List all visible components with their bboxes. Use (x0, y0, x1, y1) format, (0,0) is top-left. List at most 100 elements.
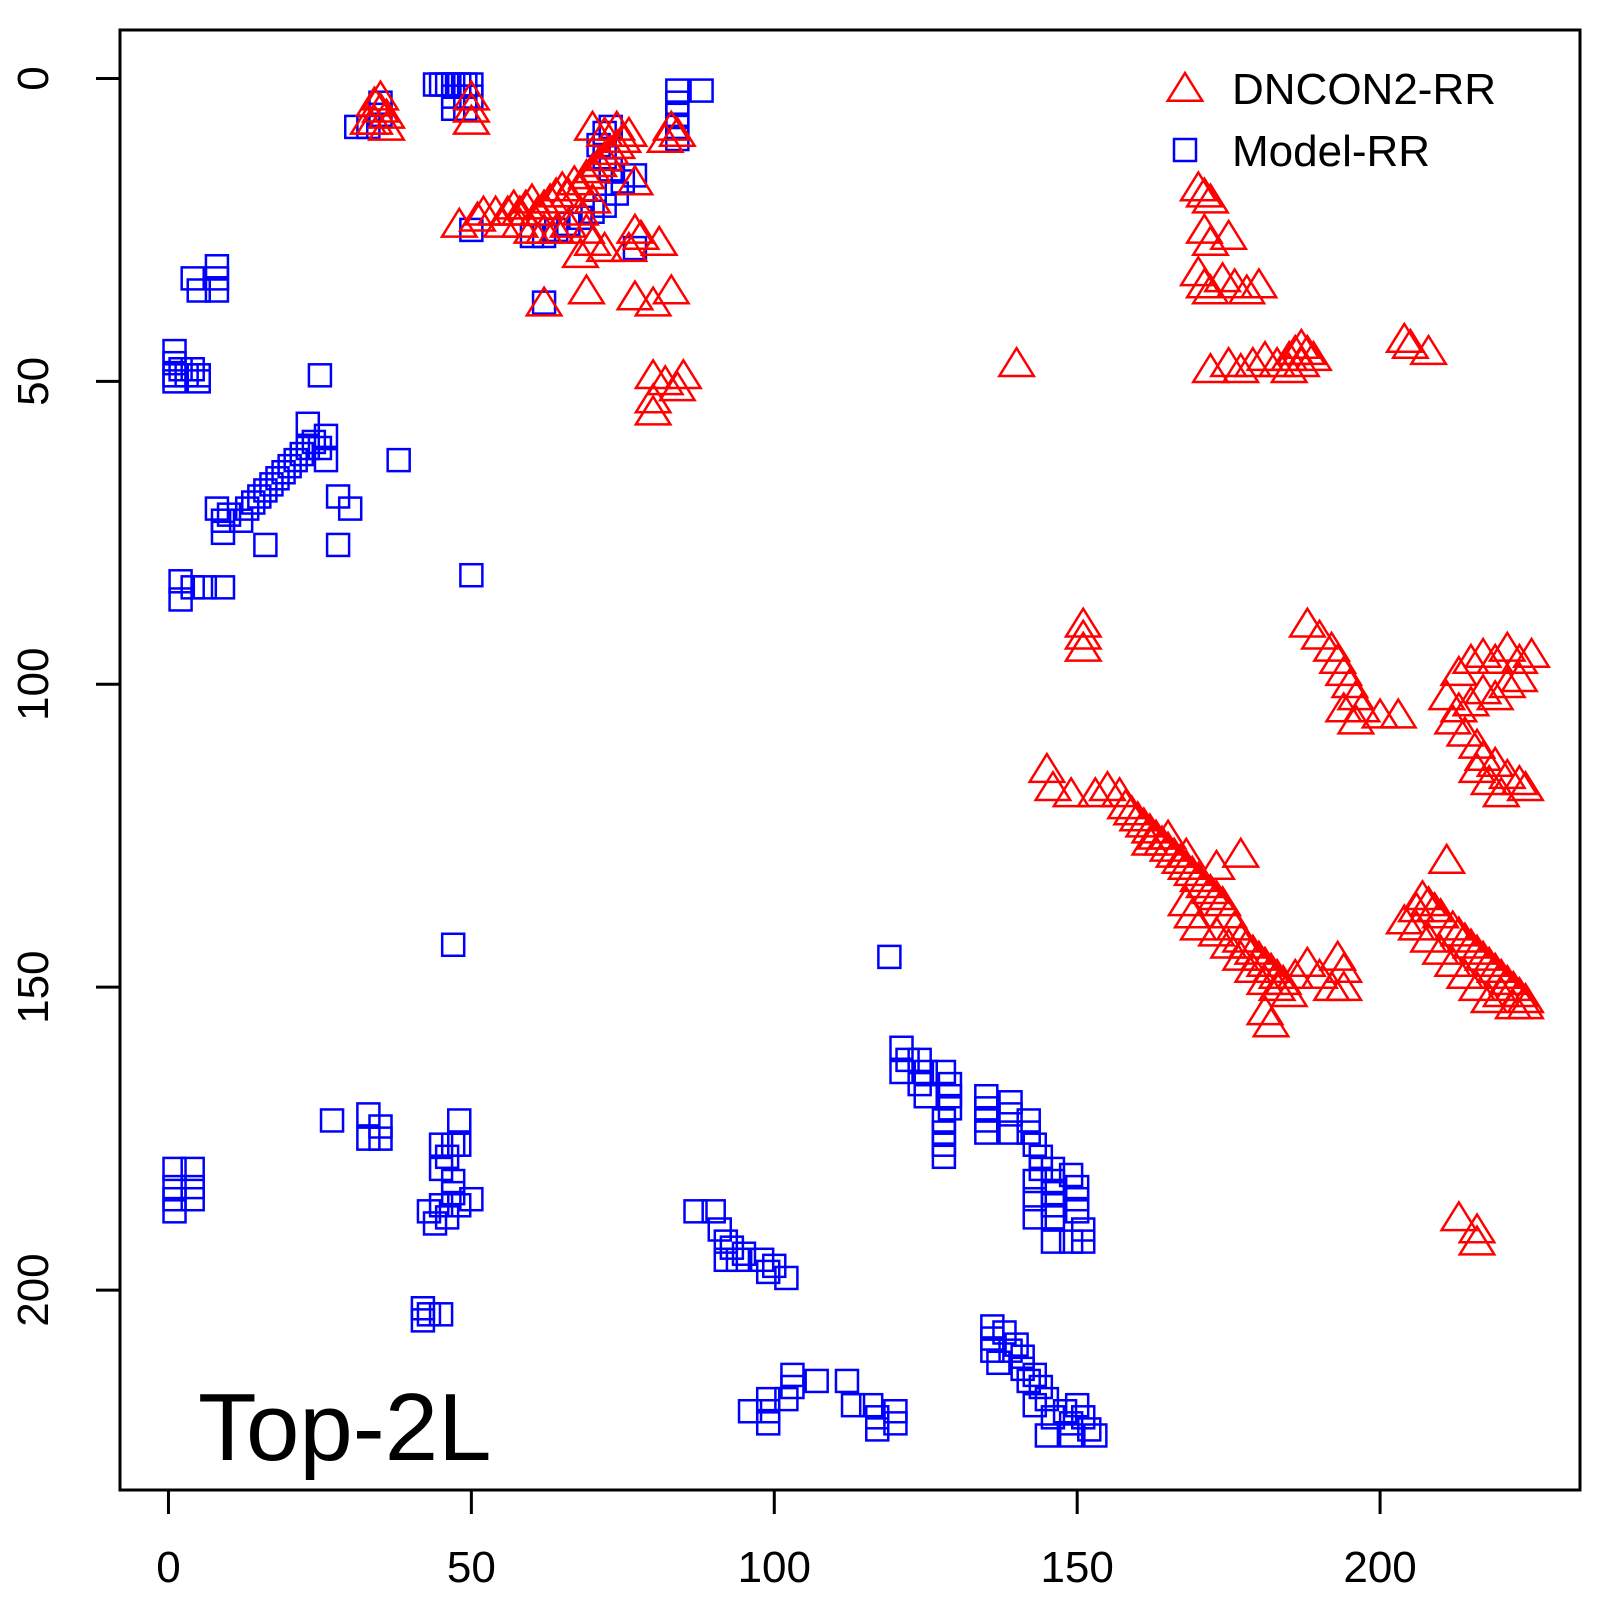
data-point-square (204, 254, 230, 279)
data-point-triangle (1402, 878, 1442, 911)
data-point-triangle (1457, 933, 1497, 965)
data-point-square (683, 1199, 708, 1224)
data-point-triangle (1433, 703, 1473, 735)
y-tick-label: 150 (9, 950, 58, 1023)
data-point-triangle (560, 236, 600, 269)
data-point-triangle (1197, 848, 1237, 881)
data-point-square (428, 1193, 454, 1218)
data-point-square (428, 1132, 454, 1157)
data-point-triangle (591, 133, 631, 166)
data-point-square (931, 1144, 957, 1170)
data-point-square (325, 532, 351, 558)
data-point-triangle (1233, 951, 1273, 984)
data-point-square (356, 1126, 381, 1151)
data-point-square (1077, 1417, 1102, 1442)
data-point-triangle (1421, 897, 1461, 929)
data-point-triangle (1415, 891, 1455, 923)
data-point-triangle (1190, 182, 1230, 214)
data-point-square (913, 1083, 938, 1109)
data-point-triangle (548, 176, 588, 208)
data-point-triangle (1481, 775, 1521, 808)
data-point-triangle (1481, 957, 1521, 990)
data-point-triangle (1106, 788, 1146, 820)
data-point-square (447, 1132, 472, 1157)
data-point-triangle (585, 139, 625, 172)
data-point-triangle (1063, 630, 1103, 662)
data-point-triangle (1184, 212, 1224, 244)
data-point-triangle (451, 91, 491, 123)
data-point-triangle (1148, 830, 1188, 862)
data-point-square (459, 562, 484, 588)
data-point-square (834, 1368, 860, 1394)
data-point-triangle (573, 151, 613, 184)
data-point-triangle (585, 230, 625, 263)
data-point-square (410, 1308, 436, 1333)
data-point-triangle (1451, 642, 1491, 675)
y-tick-label: 50 (9, 357, 58, 406)
data-point-triangle (1487, 963, 1527, 996)
data-point-triangle (1209, 897, 1249, 929)
data-point-triangle (1118, 800, 1158, 832)
data-point-triangle (1445, 715, 1485, 747)
data-point-triangle (530, 182, 570, 214)
data-point-triangle (1499, 642, 1539, 675)
data-point-triangle (633, 285, 673, 317)
data-point-triangle (560, 170, 600, 202)
data-point-square (1040, 1229, 1066, 1254)
data-point-triangle (1451, 927, 1491, 959)
data-point-triangle (1172, 854, 1212, 887)
data-point-triangle (585, 115, 625, 147)
data-point-triangle (1390, 327, 1430, 360)
data-point-square (1040, 1205, 1066, 1230)
data-point-triangle (1457, 1212, 1497, 1244)
data-point-triangle (1439, 1200, 1479, 1232)
x-tick-label: 50 (447, 1543, 496, 1592)
data-point-triangle (1160, 842, 1200, 874)
data-point-triangle (1300, 618, 1340, 650)
data-point-triangle (645, 121, 685, 154)
data-point-triangle (1384, 321, 1424, 353)
data-point-triangle (1433, 909, 1473, 941)
data-point-triangle (1075, 775, 1115, 808)
data-point-triangle (615, 279, 655, 311)
legend-label: Model-RR (1232, 127, 1430, 176)
data-point-triangle (457, 200, 497, 232)
data-point-triangle (1487, 630, 1527, 662)
data-point-triangle (1487, 666, 1527, 699)
data-point-triangle (566, 158, 606, 190)
data-point-triangle (1427, 842, 1467, 874)
data-point-triangle (1318, 939, 1358, 971)
data-point-triangle (1239, 267, 1279, 299)
data-point-triangle (1190, 872, 1230, 905)
data-point-square (162, 369, 187, 394)
data-point-triangle (597, 127, 637, 160)
data-point-triangle (1439, 915, 1479, 947)
data-point-triangle (1130, 824, 1170, 856)
data-point-square (180, 1156, 205, 1182)
data-point-square (440, 932, 466, 958)
data-point-triangle (633, 394, 673, 426)
plot-frame (118, 28, 1582, 1492)
data-point-triangle (1427, 679, 1467, 711)
data-point-square (531, 290, 557, 315)
legend-label: DNCON2-RR (1232, 65, 1496, 114)
chart-annotation: Top-2L (198, 1374, 492, 1481)
data-point-square (713, 1247, 739, 1273)
data-point-square (689, 78, 714, 103)
data-point-square (1058, 1423, 1084, 1448)
data-point-triangle (1336, 679, 1376, 711)
data-point-triangle (1063, 606, 1103, 638)
data-point-triangle (1197, 878, 1237, 911)
data-point-triangle (603, 121, 643, 154)
data-point-triangle (451, 79, 491, 111)
y-tick-label: 100 (9, 648, 58, 721)
data-point-triangle (1233, 345, 1273, 378)
x-tick-label: 150 (1040, 1543, 1113, 1592)
data-point-triangle (651, 109, 691, 141)
data-point-triangle (1396, 909, 1436, 941)
data-point-square (192, 575, 218, 600)
data-point-triangle (1463, 939, 1503, 971)
data-point-triangle (1445, 921, 1485, 953)
data-point-square (804, 1368, 829, 1394)
